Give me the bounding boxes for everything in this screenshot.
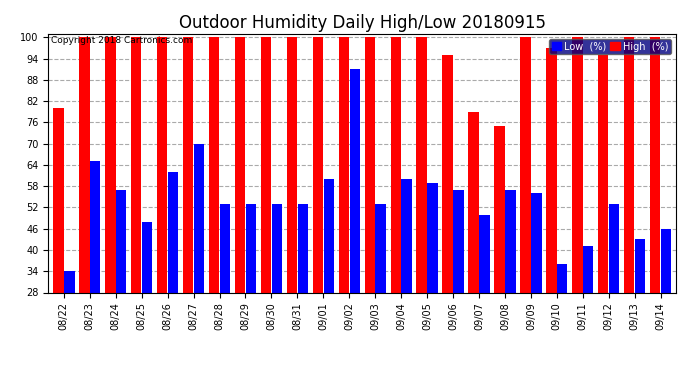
Bar bbox=[157, 37, 168, 292]
Bar bbox=[116, 190, 126, 292]
Bar bbox=[194, 144, 204, 292]
Bar bbox=[364, 37, 375, 292]
Title: Outdoor Humidity Daily High/Low 20180915: Outdoor Humidity Daily High/Low 20180915 bbox=[179, 14, 546, 32]
Bar bbox=[53, 108, 63, 292]
Bar bbox=[531, 193, 542, 292]
Bar bbox=[469, 112, 479, 292]
Bar bbox=[183, 37, 193, 292]
Legend: Low  (%), High  (%): Low (%), High (%) bbox=[549, 39, 671, 54]
Bar bbox=[209, 37, 219, 292]
Bar bbox=[324, 179, 334, 292]
Bar bbox=[453, 190, 464, 292]
Bar bbox=[272, 204, 282, 292]
Bar bbox=[90, 161, 101, 292]
Bar bbox=[287, 37, 297, 292]
Bar bbox=[635, 239, 645, 292]
Bar bbox=[572, 37, 582, 292]
Bar bbox=[402, 179, 412, 292]
Bar bbox=[520, 37, 531, 292]
Bar bbox=[131, 37, 141, 292]
Bar bbox=[583, 246, 593, 292]
Bar bbox=[505, 190, 515, 292]
Bar bbox=[105, 37, 115, 292]
Bar bbox=[557, 264, 567, 292]
Bar bbox=[350, 69, 360, 292]
Bar bbox=[442, 55, 453, 292]
Bar bbox=[650, 37, 660, 292]
Bar bbox=[494, 126, 504, 292]
Bar bbox=[598, 55, 609, 292]
Bar bbox=[297, 204, 308, 292]
Bar bbox=[661, 229, 671, 292]
Bar bbox=[261, 37, 271, 292]
Text: Copyright 2018 Cartronics.com: Copyright 2018 Cartronics.com bbox=[52, 36, 193, 45]
Bar bbox=[246, 204, 256, 292]
Bar bbox=[339, 37, 349, 292]
Bar bbox=[427, 183, 437, 292]
Bar bbox=[313, 37, 323, 292]
Bar bbox=[391, 37, 401, 292]
Bar bbox=[168, 172, 178, 292]
Bar bbox=[235, 37, 245, 292]
Bar bbox=[417, 37, 427, 292]
Bar bbox=[79, 37, 90, 292]
Bar bbox=[546, 48, 557, 292]
Bar bbox=[624, 37, 634, 292]
Bar bbox=[375, 204, 386, 292]
Bar bbox=[64, 271, 75, 292]
Bar bbox=[609, 204, 620, 292]
Bar bbox=[480, 214, 490, 292]
Bar bbox=[220, 204, 230, 292]
Bar bbox=[142, 222, 152, 292]
